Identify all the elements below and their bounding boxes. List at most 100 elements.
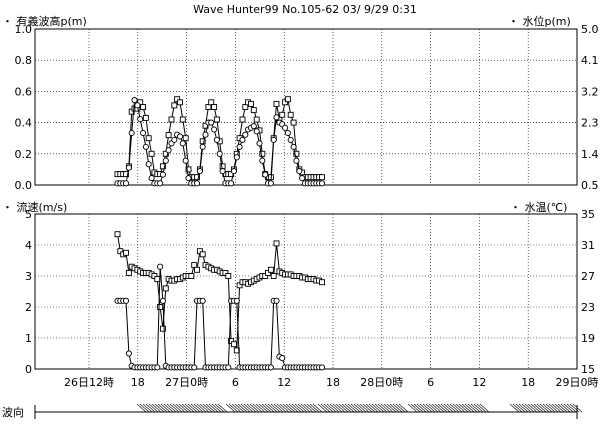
wave-direction-arrow bbox=[303, 403, 314, 413]
wave-direction-arrow bbox=[434, 403, 445, 413]
data-point-circle bbox=[128, 129, 135, 137]
data-point-square bbox=[284, 96, 291, 103]
data-point-circle bbox=[216, 150, 223, 157]
wave-direction-arrow bbox=[243, 403, 254, 413]
wave-direction-arrow bbox=[572, 403, 583, 413]
data-point-circle bbox=[125, 350, 132, 357]
wave-direction-arrow bbox=[309, 403, 320, 413]
data-point-square bbox=[142, 114, 149, 121]
x-tick-label: 12 bbox=[472, 376, 486, 389]
wave-direction-arrow bbox=[285, 403, 296, 413]
data-point-square bbox=[319, 279, 325, 286]
left-tick-label: 0 bbox=[25, 363, 32, 376]
data-point-circle bbox=[228, 180, 235, 187]
data-point-square bbox=[188, 273, 195, 279]
data-point-square bbox=[165, 132, 172, 139]
wave-direction-arrow bbox=[521, 403, 532, 413]
data-point-square bbox=[211, 104, 218, 110]
data-point-square bbox=[253, 116, 260, 123]
wave-direction-arrow bbox=[217, 403, 228, 413]
left-tick-label: 0.4 bbox=[15, 117, 33, 130]
x-tick-label: 26日12時 bbox=[64, 376, 114, 389]
bottom-right-axis-label: ・ 水温(℃) bbox=[510, 201, 567, 214]
data-point-circle bbox=[191, 364, 198, 371]
wave-direction-arrow bbox=[569, 403, 580, 413]
wave-direction-arrow bbox=[539, 403, 550, 413]
right-tick-label: 15 bbox=[581, 363, 595, 376]
x-tick-label: 29日0時 bbox=[556, 376, 599, 389]
wave-direction-arrow bbox=[335, 403, 346, 413]
wave-direction-arrow bbox=[350, 403, 361, 413]
data-point-square bbox=[185, 166, 192, 173]
data-point-square bbox=[250, 107, 257, 114]
wave-direction-arrow bbox=[410, 403, 421, 413]
wave-direction-arrow bbox=[172, 403, 183, 413]
data-point-circle bbox=[176, 133, 184, 140]
wave-direction-arrow bbox=[515, 403, 526, 413]
data-point-circle bbox=[296, 168, 303, 175]
data-point-circle bbox=[270, 136, 277, 143]
data-point-circle bbox=[211, 126, 218, 133]
left-tick-label: 2 bbox=[25, 301, 32, 314]
wave-direction-arrow bbox=[566, 403, 577, 413]
wave-direction-arrow bbox=[476, 403, 487, 413]
data-point-square bbox=[125, 269, 132, 276]
wave-direction-arrow bbox=[270, 403, 281, 413]
data-point-circle bbox=[179, 140, 186, 147]
wave-direction-arrow bbox=[332, 403, 343, 413]
x-tick-label: 6 bbox=[427, 376, 434, 389]
wave-direction-arrow bbox=[163, 403, 174, 413]
wave-direction-arrow bbox=[249, 403, 260, 413]
wave-direction-arrow bbox=[323, 403, 334, 413]
wave-direction-arrow bbox=[398, 403, 409, 413]
data-point-square bbox=[194, 174, 200, 181]
wave-direction-arrow bbox=[136, 403, 147, 413]
data-point-circle bbox=[282, 124, 289, 131]
bottom-plot-area bbox=[34, 213, 578, 370]
wave-direction-arrow bbox=[288, 403, 299, 413]
wave-direction-arrow bbox=[530, 403, 541, 413]
wave-direction-arrow bbox=[294, 403, 305, 413]
data-point-square bbox=[159, 163, 166, 170]
wave-direction-arrow bbox=[157, 403, 168, 413]
wave-direction-arrow bbox=[428, 403, 439, 413]
left-tick-label: 4 bbox=[25, 239, 32, 252]
x-tick-label: 18 bbox=[131, 376, 145, 389]
data-point-square bbox=[270, 273, 277, 279]
data-point-circle bbox=[267, 180, 274, 187]
left-tick-label: 0.8 bbox=[15, 54, 33, 67]
data-point-circle bbox=[142, 143, 149, 150]
data-point-circle bbox=[219, 168, 226, 175]
top-left-axis-label: ・ 有義波高p(m) bbox=[2, 14, 87, 28]
wave-direction-arrow bbox=[267, 403, 278, 413]
wave-direction-arrow bbox=[395, 403, 406, 413]
data-point-square bbox=[194, 266, 200, 273]
wave-direction-arrow bbox=[306, 403, 317, 413]
data-point-square bbox=[148, 150, 155, 157]
data-point-circle bbox=[193, 180, 201, 187]
wave-direction-arrow bbox=[320, 403, 331, 413]
x-tick-label: 28日0時 bbox=[360, 376, 403, 389]
wave-direction-arrow bbox=[533, 403, 544, 413]
wave-direction-arrow bbox=[199, 403, 210, 413]
wave-direction-arrow bbox=[419, 403, 430, 413]
wave-direction-arrow bbox=[255, 403, 266, 413]
data-point-circle bbox=[131, 97, 138, 104]
data-point-square bbox=[230, 341, 237, 348]
wave-direction-arrow bbox=[282, 403, 293, 413]
right-tick-label: 4.1 bbox=[581, 54, 599, 67]
data-point-circle bbox=[213, 136, 220, 143]
data-point-square bbox=[162, 285, 169, 292]
left-tick-label: 1.0 bbox=[15, 23, 33, 36]
wave-direction-arrow bbox=[437, 403, 448, 413]
wave-direction-arrow bbox=[205, 403, 216, 413]
data-point-circle bbox=[318, 180, 326, 187]
right-tick-label: 31 bbox=[581, 239, 595, 252]
right-tick-label: 23 bbox=[581, 301, 595, 314]
chart-title: Wave Hunter99 No.105-62 03/ 9/29 0:31 bbox=[193, 3, 417, 16]
right-tick-label: 19 bbox=[581, 332, 595, 345]
wave-direction-arrow bbox=[279, 403, 290, 413]
data-point-circle bbox=[242, 131, 249, 138]
data-point-square bbox=[213, 116, 220, 123]
